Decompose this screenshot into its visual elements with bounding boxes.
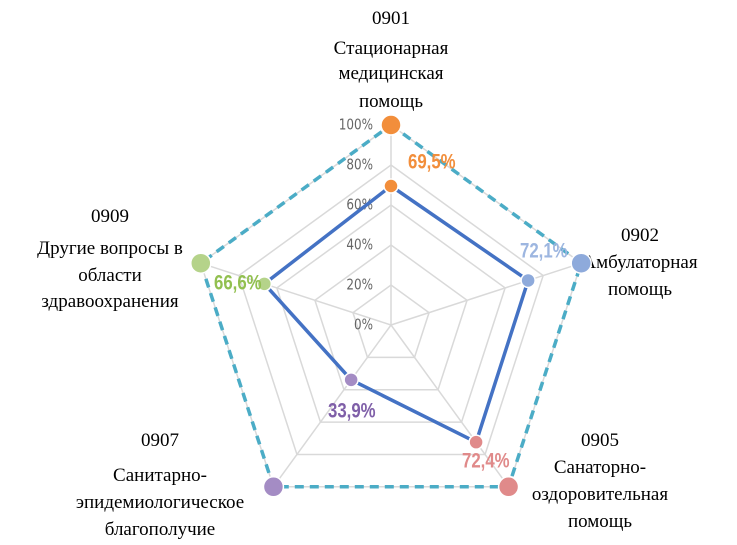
grid-ring xyxy=(352,284,430,359)
data-point xyxy=(190,252,212,274)
tick-label: 0% xyxy=(354,316,373,334)
tick-label: 80% xyxy=(346,156,373,174)
data-point xyxy=(570,252,592,274)
category-line: Санитарно- xyxy=(113,465,207,486)
category-label: 0909 Другие вопросы в области здравоохранен… xyxy=(37,206,183,312)
category-line: 0907 xyxy=(141,430,179,451)
tick-label: 60% xyxy=(346,196,373,214)
category-line: 0902 xyxy=(621,225,659,246)
category-line: Другие вопросы в xyxy=(37,238,183,259)
category-line: помощь xyxy=(359,91,423,112)
data-point xyxy=(256,276,273,292)
category-line: медицинская xyxy=(338,63,443,84)
category-line: благополучие xyxy=(105,519,215,540)
category-line: Санаторно- xyxy=(554,457,646,478)
grid-ring xyxy=(314,244,468,391)
data-point xyxy=(468,434,484,450)
series-line xyxy=(261,183,531,445)
category-line: 0909 xyxy=(91,206,129,227)
category-line: области xyxy=(78,265,142,286)
category-line: здравоохранения xyxy=(41,291,179,312)
series-line xyxy=(198,122,584,489)
data-point xyxy=(262,476,285,498)
tick-label: 100% xyxy=(339,116,373,134)
category-line: 0905 xyxy=(581,430,619,451)
category-label: 0901 Стационарная медицинская помощь xyxy=(334,8,449,112)
spoke xyxy=(272,324,392,488)
spoke xyxy=(390,324,510,488)
category-line: помощь xyxy=(608,279,672,300)
data-point xyxy=(383,178,399,194)
data-point xyxy=(343,372,359,388)
value-label: 66,6% xyxy=(214,272,262,295)
category-label: 0902 Амбулаторная помощь xyxy=(582,225,697,300)
data-point xyxy=(520,272,536,289)
category-line: помощь xyxy=(568,511,632,532)
tick-label: 40% xyxy=(346,236,373,254)
tick-label: 20% xyxy=(346,276,373,294)
category-label: 0905 Санаторно-оздоровительная помощь xyxy=(532,430,668,532)
category-line: Амбулаторная xyxy=(582,252,697,273)
category-line: 0901 xyxy=(372,8,410,29)
category-line: эпидемиологическое xyxy=(76,492,244,513)
spoke xyxy=(200,262,392,326)
category-line: оздоровительная xyxy=(532,484,668,505)
category-label: 0907 Санитарно-эпидемиологическое благопол… xyxy=(76,430,244,540)
grid-ring xyxy=(237,164,545,456)
value-label: 72,4% xyxy=(462,450,510,473)
data-point xyxy=(380,114,402,136)
spoke xyxy=(390,262,582,326)
value-label: 69,5% xyxy=(408,151,456,174)
category-line: Стационарная xyxy=(334,38,449,59)
value-label: 72,1% xyxy=(520,240,568,263)
data-point xyxy=(497,476,520,498)
grid-ring xyxy=(275,204,507,423)
value-label: 33,9% xyxy=(328,400,376,423)
